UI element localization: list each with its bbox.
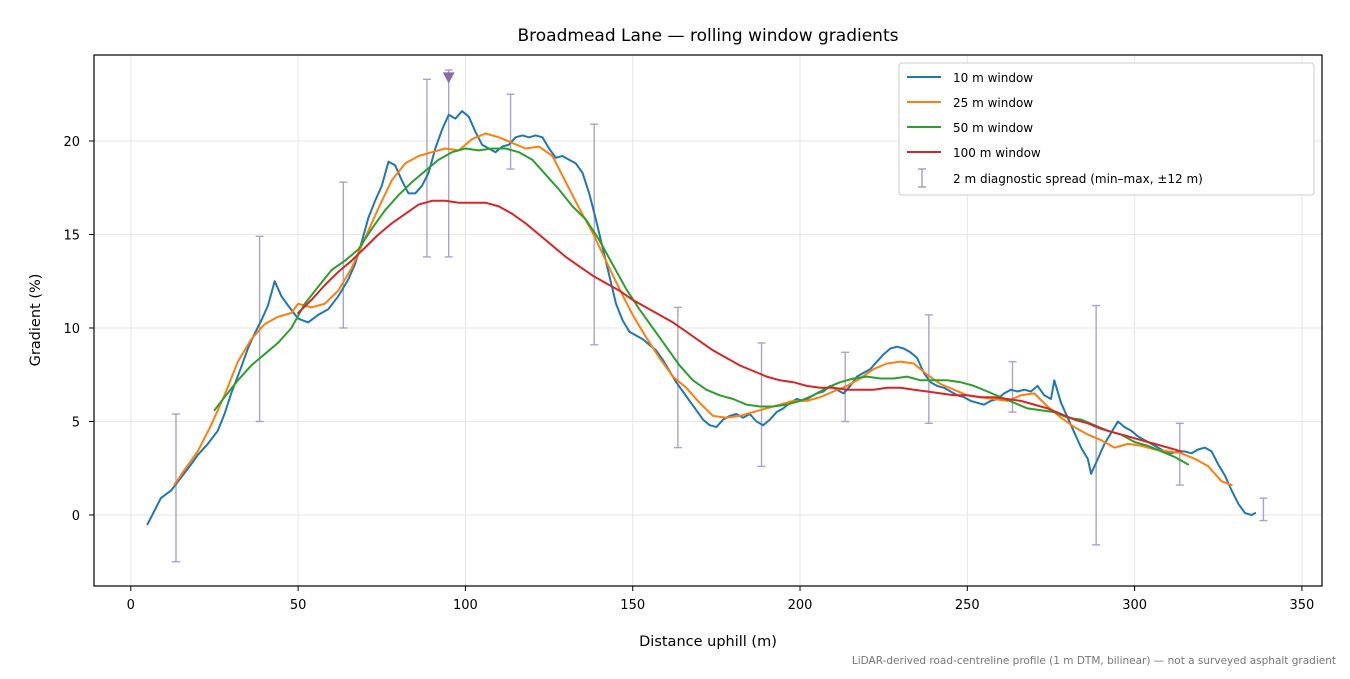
- legend-label: 50 m window: [953, 121, 1033, 135]
- legend-item: 10 m window: [907, 71, 1033, 85]
- spread-bar: [506, 93, 515, 170]
- y-tick-label: 0: [72, 509, 80, 524]
- x-tick-label: 100: [453, 598, 478, 613]
- legend-box: [898, 62, 1315, 196]
- legend-label: 2 m diagnostic spread (min–max, ±12 m): [953, 172, 1203, 186]
- spread-bar: [444, 69, 453, 258]
- x-tick-label: 350: [1290, 598, 1315, 613]
- y-tick-label: 15: [63, 228, 80, 243]
- y-tick-label: 10: [63, 322, 80, 337]
- x-tick-label: 200: [788, 598, 813, 613]
- y-axis-ticks: 0 5 10 15 20: [63, 135, 94, 524]
- x-tick-label: 250: [955, 598, 980, 613]
- peak-marker: [442, 72, 455, 84]
- legend-item: 100 m window: [907, 146, 1041, 160]
- y-tick-label: 5: [72, 415, 80, 430]
- series-lines: [146, 110, 1257, 526]
- y-tick-label: 20: [63, 135, 80, 150]
- legend: 10 m window 25 m window 50 m window 100 m w…: [898, 62, 1315, 196]
- spread-bar: [339, 181, 348, 329]
- spread-bar: [1259, 497, 1268, 522]
- x-axis-label: Distance uphill (m): [639, 634, 777, 650]
- legend-label: 25 m window: [953, 96, 1033, 110]
- spread-bar: [924, 314, 933, 425]
- peak-marker-layer: [442, 72, 455, 84]
- x-tick-label: 0: [127, 598, 135, 613]
- plot-frame: [93, 54, 1323, 587]
- spread-bar: [422, 78, 431, 258]
- series-line-50-m-window: [213, 147, 1190, 466]
- legend-item: 50 m window: [907, 121, 1033, 135]
- spread-bar: [1175, 422, 1184, 486]
- spread-bar: [1008, 360, 1017, 413]
- x-tick-label: 50: [290, 598, 307, 613]
- legend-item: 2 m diagnostic spread (min–max, ±12 m): [918, 168, 1203, 188]
- x-axis-ticks: 0 50 100 150 200 250 300 350: [127, 586, 1315, 613]
- x-tick-label: 300: [1122, 598, 1147, 613]
- y-axis-label: Gradient (%): [28, 274, 44, 367]
- legend-items: 10 m window 25 m window 50 m window 100 m w…: [907, 71, 1203, 188]
- legend-item: 25 m window: [907, 96, 1033, 110]
- chart-title: Broadmead Lane — rolling window gradient…: [518, 26, 899, 46]
- legend-label: 100 m window: [953, 146, 1041, 160]
- footnote: LiDAR-derived road-centreline profile (1…: [852, 655, 1336, 667]
- series-line-100-m-window: [297, 199, 1183, 453]
- spread-bar: [757, 342, 766, 468]
- spread-bar: [673, 306, 682, 449]
- x-tick-label: 150: [620, 598, 645, 613]
- legend-label: 10 m window: [953, 71, 1033, 85]
- spread-bar: [171, 413, 180, 563]
